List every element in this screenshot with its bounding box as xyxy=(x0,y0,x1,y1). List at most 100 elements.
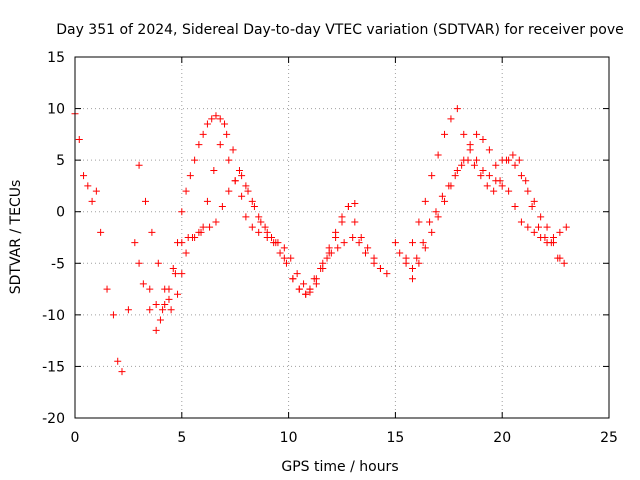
data-point xyxy=(535,223,543,231)
data-point xyxy=(483,182,491,190)
data-point xyxy=(156,316,164,324)
data-point xyxy=(248,223,256,231)
data-point xyxy=(325,249,333,257)
data-point xyxy=(447,115,455,123)
x-tick-label: 15 xyxy=(386,430,404,446)
y-tick-label: -15 xyxy=(42,359,65,375)
data-point xyxy=(323,254,331,262)
data-point xyxy=(154,259,162,267)
data-point xyxy=(391,239,399,247)
data-point xyxy=(103,285,111,293)
data-point xyxy=(199,130,207,138)
data-point xyxy=(344,203,352,211)
data-point xyxy=(351,199,359,207)
data-point xyxy=(554,254,562,262)
data-point xyxy=(413,254,421,262)
data-point xyxy=(248,197,256,205)
data-point xyxy=(364,244,372,252)
x-tick-label: 0 xyxy=(71,430,80,446)
data-point xyxy=(445,182,453,190)
data-point xyxy=(396,249,404,257)
data-points xyxy=(71,105,570,376)
data-point xyxy=(543,223,551,231)
x-tick-label: 20 xyxy=(493,430,511,446)
data-point xyxy=(261,223,269,231)
data-point xyxy=(295,285,303,293)
data-point xyxy=(306,285,314,293)
data-point xyxy=(218,203,226,211)
data-point xyxy=(509,151,517,159)
data-point xyxy=(485,146,493,154)
data-point xyxy=(210,166,218,174)
data-point xyxy=(492,161,500,169)
data-point xyxy=(171,270,179,278)
data-point xyxy=(235,166,243,174)
data-point xyxy=(139,280,147,288)
data-point xyxy=(255,228,263,236)
data-point xyxy=(212,218,220,226)
data-point xyxy=(441,130,449,138)
series-trace-c xyxy=(146,130,359,314)
data-point xyxy=(428,172,436,180)
data-point xyxy=(131,239,139,247)
data-point xyxy=(434,151,442,159)
data-point xyxy=(161,285,169,293)
data-point xyxy=(199,223,207,231)
data-point xyxy=(434,213,442,221)
data-point xyxy=(242,182,250,190)
data-point xyxy=(282,259,290,267)
data-point xyxy=(537,213,545,221)
x-tick-label: 25 xyxy=(600,430,618,446)
x-tick-label: 5 xyxy=(177,430,186,446)
data-point xyxy=(351,218,359,226)
series-trace-f xyxy=(391,151,568,272)
data-point xyxy=(464,156,472,164)
data-point xyxy=(334,244,342,252)
data-point xyxy=(415,218,423,226)
data-point xyxy=(197,228,205,236)
data-point xyxy=(216,141,224,149)
data-point xyxy=(146,285,154,293)
data-point xyxy=(477,172,485,180)
data-point xyxy=(498,182,506,190)
data-point xyxy=(473,156,481,164)
data-point xyxy=(178,270,186,278)
data-point xyxy=(80,172,88,180)
data-point xyxy=(287,254,295,262)
data-point xyxy=(135,259,143,267)
data-point xyxy=(361,249,369,257)
data-point xyxy=(524,223,532,231)
data-point xyxy=(250,203,258,211)
data-point xyxy=(383,270,391,278)
y-tick-label: -5 xyxy=(51,256,65,272)
y-tick-label: 15 xyxy=(47,50,65,66)
data-point xyxy=(541,234,549,241)
data-point xyxy=(505,187,513,195)
data-point xyxy=(349,234,357,241)
y-tick-label: 0 xyxy=(56,205,65,221)
data-point xyxy=(92,187,100,195)
data-point xyxy=(257,218,265,226)
data-point xyxy=(408,275,416,283)
data-point xyxy=(225,156,233,164)
data-point xyxy=(280,254,288,262)
data-point xyxy=(152,326,160,334)
data-point xyxy=(300,280,308,288)
data-point xyxy=(453,105,461,113)
data-point xyxy=(84,182,92,190)
data-point xyxy=(453,166,461,174)
data-point xyxy=(263,228,271,236)
data-point xyxy=(408,264,416,272)
data-point xyxy=(496,177,504,185)
data-point xyxy=(97,228,105,236)
data-point xyxy=(332,228,340,236)
data-point xyxy=(75,136,83,144)
y-tick-label: 10 xyxy=(47,102,65,118)
data-point xyxy=(312,280,320,288)
data-point xyxy=(212,112,220,120)
data-point xyxy=(124,306,132,314)
data-point xyxy=(524,187,532,195)
data-point xyxy=(421,197,429,205)
data-point xyxy=(182,187,190,195)
